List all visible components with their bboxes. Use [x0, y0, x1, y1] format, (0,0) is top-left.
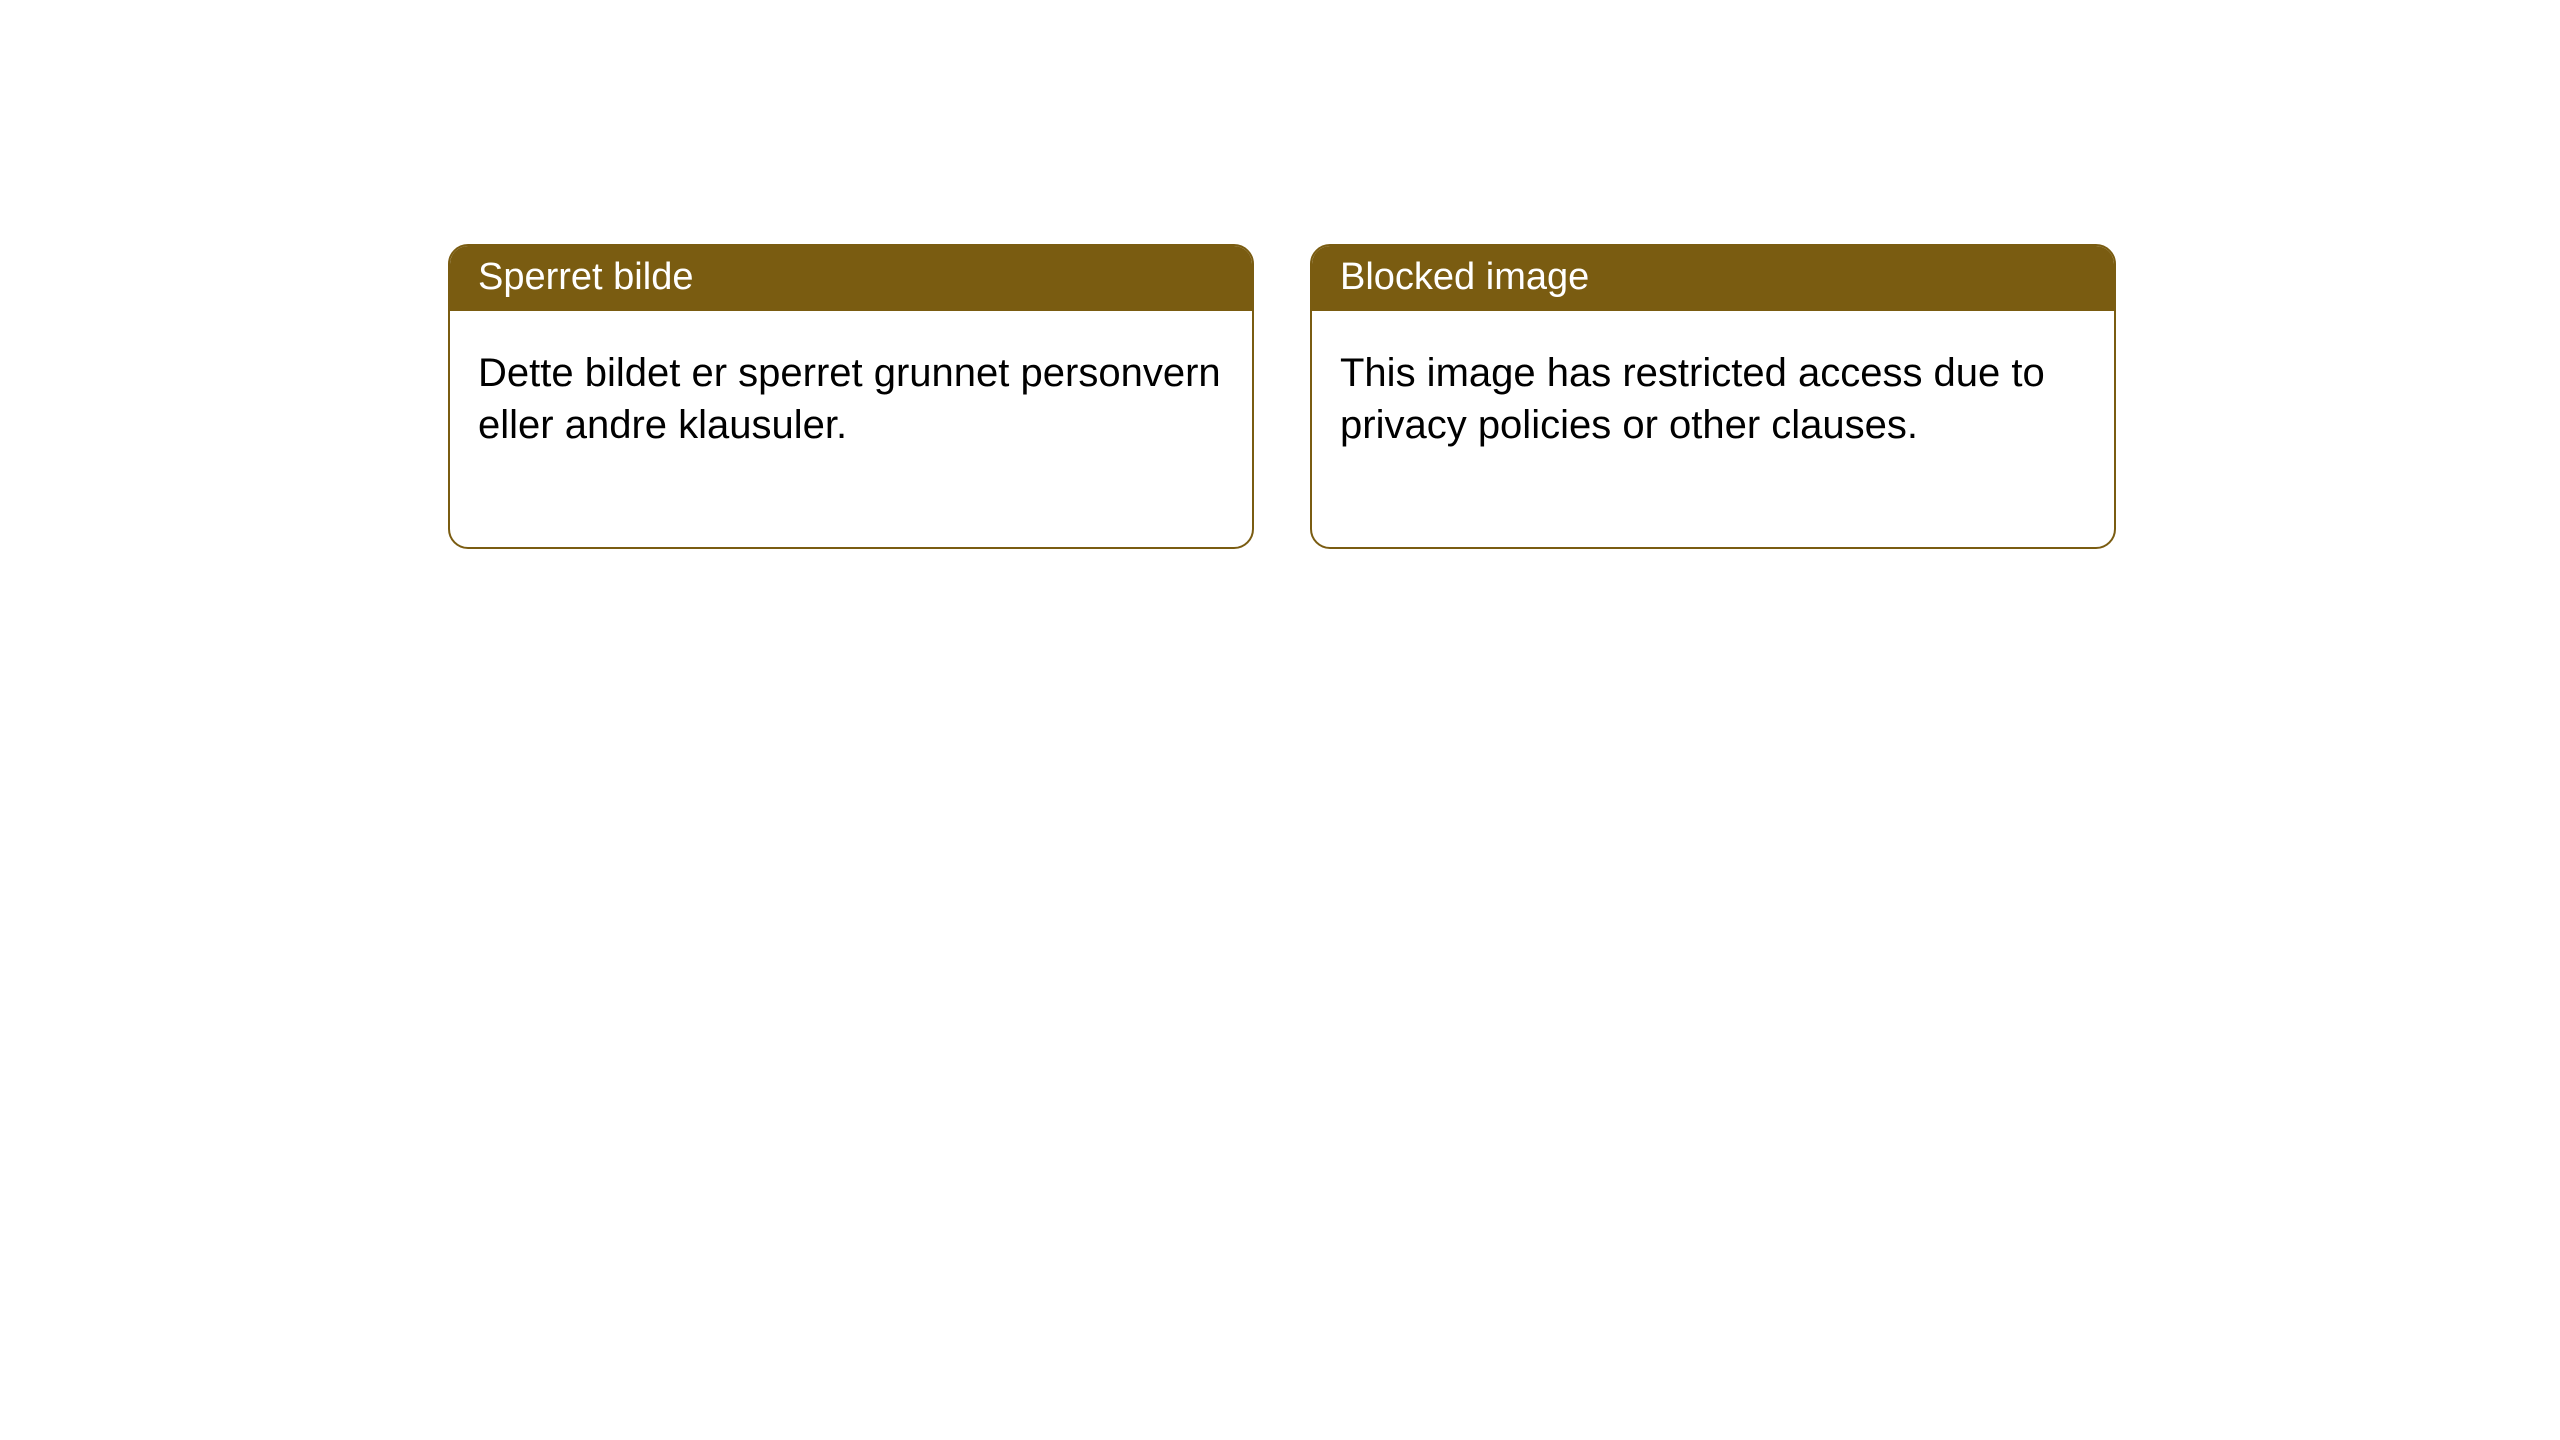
notice-cards-container: Sperret bilde Dette bildet er sperret gr…	[0, 0, 2560, 549]
notice-card-body: Dette bildet er sperret grunnet personve…	[450, 311, 1252, 547]
notice-card-english: Blocked image This image has restricted …	[1310, 244, 2116, 549]
notice-card-title: Blocked image	[1312, 246, 2114, 311]
notice-card-norwegian: Sperret bilde Dette bildet er sperret gr…	[448, 244, 1254, 549]
notice-card-body: This image has restricted access due to …	[1312, 311, 2114, 547]
notice-card-title: Sperret bilde	[450, 246, 1252, 311]
